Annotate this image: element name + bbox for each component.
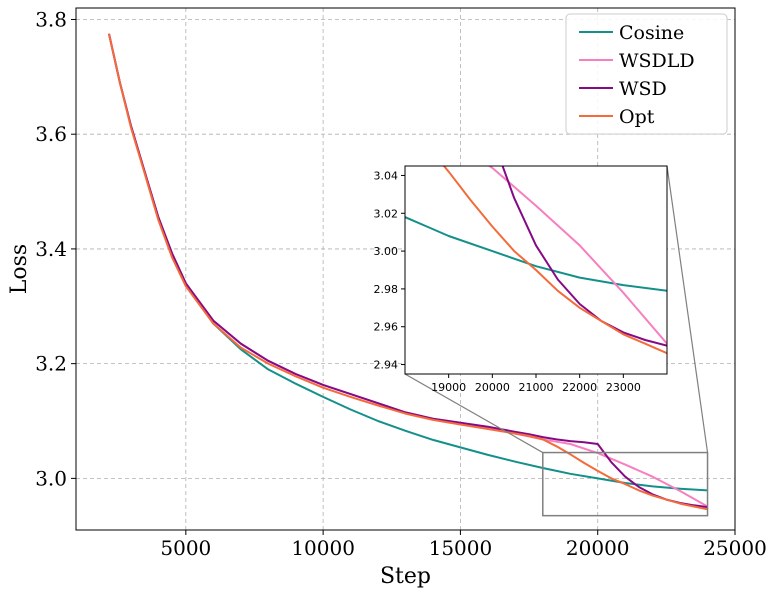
plot-frame xyxy=(75,7,736,531)
legend-label-opt: Opt xyxy=(619,106,655,128)
connector-line xyxy=(666,165,709,453)
inset-x-tick-label: 21000 xyxy=(519,381,554,394)
x-tick-label: 20000 xyxy=(566,536,630,560)
y-tick-label: 3.6 xyxy=(35,122,67,146)
y-axis-title: Loss xyxy=(7,244,32,294)
legend-label-wsdld: WSDLD xyxy=(619,50,695,72)
inset-y-tick-label: 3.04 xyxy=(374,169,399,182)
inset-y-tick-label: 2.98 xyxy=(374,283,399,296)
y-tick-label: 3.0 xyxy=(35,466,67,490)
y-tick-label: 3.4 xyxy=(35,237,67,261)
inset-series-line-wsd xyxy=(501,166,667,347)
y-tick-label: 3.2 xyxy=(35,352,67,376)
inset-y-tick-label: 3.00 xyxy=(374,245,399,258)
inset-x-tick-label: 22000 xyxy=(562,381,597,394)
axes: 5000 10000 15000 20000 25000 3.0 3.2 3.4 3.6 3.8 S… xyxy=(7,7,767,589)
legend-box xyxy=(565,13,728,135)
inset-series xyxy=(405,166,667,355)
x-tick-label: 10000 xyxy=(291,536,355,560)
inset-x-tick-label: 19000 xyxy=(431,381,466,394)
zoom-region-box xyxy=(542,451,709,517)
x-tick-label: 25000 xyxy=(703,536,767,560)
series-line-wsd xyxy=(108,33,708,509)
inset-y-tick-label: 2.94 xyxy=(374,359,399,372)
connector-line xyxy=(404,373,544,454)
inset-connectors xyxy=(404,165,709,517)
legend-label-cosine: Cosine xyxy=(619,22,684,44)
inset-series-line-opt xyxy=(442,166,667,355)
inset-series-line-cosine xyxy=(405,215,667,292)
inset-y-tick-label: 2.96 xyxy=(374,321,399,334)
series-lines xyxy=(108,33,708,511)
x-tick-label: 5000 xyxy=(160,536,211,560)
series-line-opt xyxy=(108,33,708,511)
legend: Cosine WSDLD WSD Opt xyxy=(565,13,728,135)
inset-y-tick-label: 3.02 xyxy=(374,207,399,220)
inset-zoom: 19000 20000 21000 22000 23000 2.94 2.96 2.98 3.0… xyxy=(374,165,668,394)
inset-x-tick-label: 23000 xyxy=(606,381,641,394)
y-tick-label: 3.8 xyxy=(35,7,67,31)
legend-label-wsd: WSD xyxy=(619,78,667,100)
inset-x-tick-label: 20000 xyxy=(475,381,510,394)
x-axis-title: Step xyxy=(380,564,431,589)
x-tick-label: 15000 xyxy=(429,536,493,560)
